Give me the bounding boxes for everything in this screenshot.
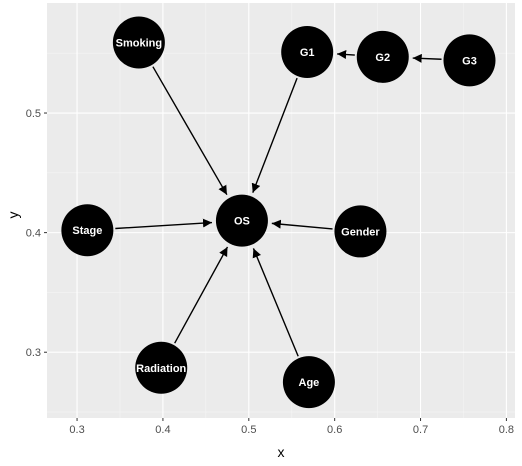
node-label: Gender bbox=[341, 226, 380, 238]
node-gender: Gender bbox=[334, 205, 387, 258]
node-circle bbox=[112, 16, 165, 69]
node-label: Age bbox=[299, 377, 320, 389]
node-label: Smoking bbox=[116, 37, 162, 49]
x-tick-label: 0.7 bbox=[413, 424, 428, 436]
edge-g3-to-g2 bbox=[412, 53, 442, 63]
x-tick-label: 0.6 bbox=[327, 424, 342, 436]
y-tick-label: 0.3 bbox=[26, 347, 41, 359]
edges bbox=[115, 50, 442, 357]
edge-g2-to-g1 bbox=[337, 50, 355, 59]
node-circle bbox=[215, 194, 268, 247]
node-radiation: Radiation bbox=[135, 341, 188, 394]
node-label: G3 bbox=[462, 55, 477, 67]
node-stage: Stage bbox=[61, 204, 114, 257]
y-tick-label: 0.5 bbox=[26, 108, 41, 120]
node-circle bbox=[334, 205, 387, 258]
node-circle bbox=[356, 30, 409, 83]
node-circle bbox=[282, 356, 335, 409]
edge-g1-to-os bbox=[251, 77, 298, 193]
edge-radiation-to-os bbox=[174, 246, 229, 344]
x-axis-title: x bbox=[278, 444, 285, 460]
edge-gender-to-os bbox=[271, 219, 333, 230]
x-tick-label: 0.8 bbox=[499, 424, 514, 436]
edge-age-to-os bbox=[252, 248, 299, 357]
plot-panel bbox=[47, 3, 515, 418]
x-tick-label: 0.4 bbox=[155, 424, 170, 436]
node-g3: G3 bbox=[443, 34, 496, 87]
node-circle bbox=[443, 34, 496, 87]
edge-stage-to-os bbox=[115, 218, 213, 230]
node-label: G1 bbox=[300, 47, 315, 59]
y-axis-ticks: 0.3 0.4 0.5 bbox=[26, 108, 47, 359]
node-label: Radiation bbox=[136, 363, 186, 375]
x-axis-ticks: 0.3 0.4 0.5 0.6 0.7 0.8 bbox=[69, 418, 514, 436]
node-os: OS bbox=[215, 194, 268, 247]
node-label: G2 bbox=[375, 52, 390, 64]
node-g1: G1 bbox=[281, 26, 334, 79]
node-g2: G2 bbox=[356, 30, 409, 83]
node-smoking: Smoking bbox=[112, 16, 165, 69]
x-tick-label: 0.5 bbox=[241, 424, 256, 436]
edge-smoking-to-os bbox=[152, 66, 228, 196]
y-axis-title: y bbox=[5, 212, 21, 219]
node-age: Age bbox=[282, 356, 335, 409]
nodes: OS Smoking G1 G2 G3 Stage Gender Radiation Age bbox=[61, 16, 496, 409]
y-tick-label: 0.4 bbox=[26, 228, 41, 240]
node-circle bbox=[61, 204, 114, 257]
node-label: OS bbox=[234, 216, 250, 228]
x-tick-label: 0.3 bbox=[69, 424, 84, 436]
node-circle bbox=[281, 26, 334, 79]
node-circle bbox=[135, 341, 188, 394]
node-label: Stage bbox=[72, 225, 102, 237]
